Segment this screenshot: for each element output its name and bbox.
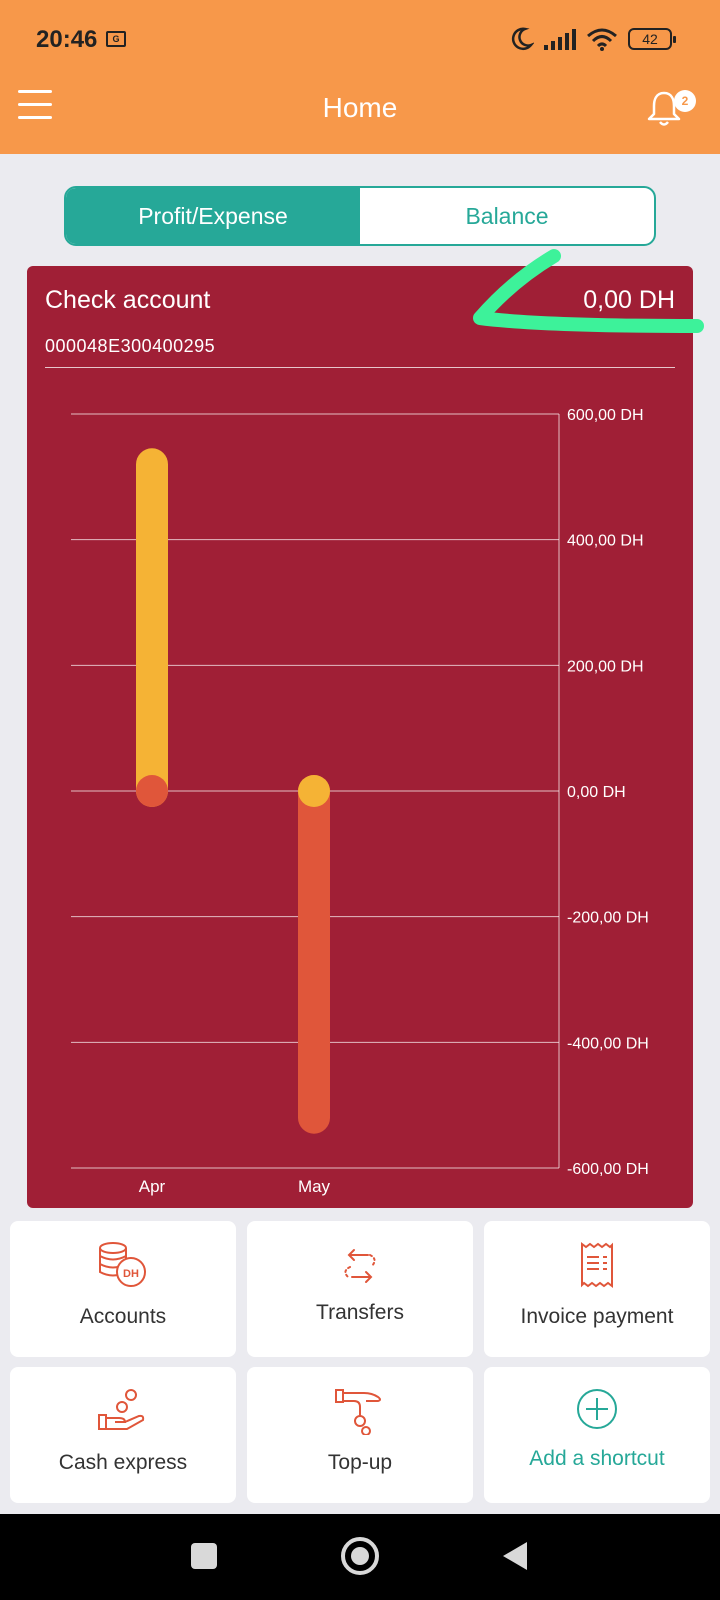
y-tick-label: 200,00 DH [567,658,644,675]
shortcut-label: Transfers [316,1301,404,1324]
shortcut-accounts[interactable]: DH Accounts [10,1221,236,1357]
view-toggle: Profit/Expense Balance [64,186,656,246]
coins-icon: DH [99,1242,146,1287]
recent-apps-button[interactable] [191,1543,217,1569]
account-name: Check account [45,286,211,314]
page-title: Home [322,92,398,123]
receipt-icon [581,1242,613,1288]
shortcut-label: Invoice payment [520,1305,674,1328]
plus-circle-icon [577,1389,617,1429]
back-button[interactable] [503,1542,527,1570]
shortcut-label: Cash express [58,1451,188,1474]
top-bar [0,0,720,154]
topup-hand-icon [335,1389,381,1435]
shortcut-top-up[interactable]: Top-up [247,1367,473,1503]
y-tick-label: 0,00 DH [567,784,626,801]
account-chart-card[interactable]: Check account 0,00 DH 000048E300400295 6… [27,266,693,1208]
menu-icon-line [18,90,52,93]
wifi-icon [587,28,617,51]
status-time: 20:46 [36,26,98,53]
profit-expense-chart: 600,00 DH 400,00 DH 200,00 DH 0,00 DH -200,0… [71,407,649,1196]
shortcut-label: Add a shortcut [529,1447,665,1470]
x-tick-label: May [298,1177,331,1196]
sim-icon: G [106,31,126,47]
x-tick-label: Apr [139,1177,166,1196]
y-tick-label: -400,00 DH [567,1035,649,1052]
tab-profit-expense[interactable]: Profit/Expense [66,188,360,244]
shortcut-label: Top-up [327,1451,393,1474]
notification-badge: 2 [674,90,696,112]
home-button[interactable] [341,1537,379,1575]
shortcut-add[interactable]: Add a shortcut [484,1367,710,1503]
status-icons: 42 [508,24,676,54]
y-tick-label: 600,00 DH [567,407,644,424]
signal-icon [544,29,576,50]
shortcut-transfers[interactable]: Transfers [247,1221,473,1357]
shortcut-label: Accounts [79,1305,167,1328]
tab-balance[interactable]: Balance [465,203,549,229]
shortcut-invoice-payment[interactable]: Invoice payment [484,1221,710,1357]
card-divider [45,367,675,368]
svg-text:DH: DH [123,1268,139,1280]
y-tick-label: 400,00 DH [567,533,644,550]
profit-marker [298,775,330,807]
transfer-arrows-icon [344,1249,376,1283]
menu-icon-line [18,116,52,119]
cash-hand-icon [98,1389,145,1430]
expense-marker [136,775,168,807]
y-tick-label: -200,00 DH [567,910,649,927]
menu-icon-line [18,103,52,106]
battery-icon: 42 [628,28,676,50]
moon-icon [511,27,534,51]
account-number: 000048E300400295 [45,336,216,356]
shortcut-cash-express[interactable]: Cash express [10,1367,236,1503]
menu-button[interactable] [18,90,52,120]
y-tick-label: -600,00 DH [567,1161,649,1178]
bell-icon[interactable] [644,88,684,128]
